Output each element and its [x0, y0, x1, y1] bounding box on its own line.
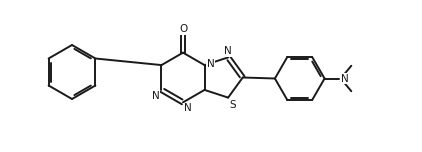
Text: N: N [206, 59, 214, 69]
Text: N: N [184, 103, 192, 113]
Text: S: S [229, 100, 236, 110]
Text: N: N [341, 74, 349, 83]
Text: O: O [179, 24, 187, 34]
Text: N: N [152, 91, 160, 101]
Text: N: N [224, 46, 232, 56]
